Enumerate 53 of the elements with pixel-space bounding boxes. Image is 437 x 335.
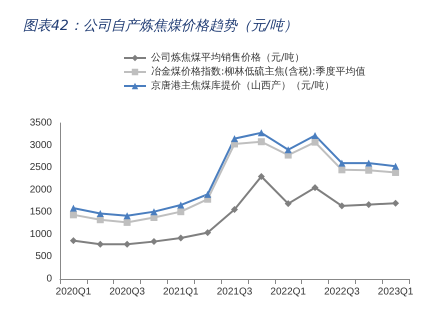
y-tick-label: 1500: [30, 206, 52, 218]
point: [392, 200, 400, 207]
y-tick-label: 2500: [30, 162, 52, 174]
y-tick-label: 500: [35, 251, 52, 262]
point: [124, 212, 131, 220]
legend-label: 冶金煤价格指数:柳林低硫主焦(含税):季度平均值: [151, 66, 366, 78]
legend-label: 公司炼焦煤平均销售价格（元/吨）: [151, 52, 304, 64]
x-tick-label: 2020Q1: [56, 286, 92, 298]
point: [312, 132, 319, 139]
y-tick-label: 3000: [30, 140, 52, 151]
point: [204, 229, 212, 236]
point: [258, 172, 265, 180]
point: [177, 202, 184, 209]
x-tick-label: 2022Q1: [270, 286, 306, 298]
point: [177, 208, 184, 216]
point: [96, 210, 104, 217]
point: [284, 146, 292, 154]
point: [70, 237, 77, 244]
point: [231, 206, 238, 213]
point: [124, 218, 131, 226]
point: [124, 240, 131, 248]
x-tick-label: 2022Q3: [324, 286, 360, 298]
y-tick-label: 1000: [30, 228, 52, 240]
x-tick-label: 2023Q1: [378, 286, 414, 298]
point: [365, 160, 372, 167]
chart-title: 图表42：公司自产炼焦煤价格趋势（元/吨）: [23, 18, 298, 34]
point: [365, 166, 372, 174]
y-tick-label: 2000: [30, 184, 52, 196]
point: [284, 200, 292, 208]
x-tick-label: 2021Q3: [216, 286, 253, 298]
y-tick-label: 3500: [30, 118, 52, 128]
point: [312, 184, 319, 192]
legend-label: 京唐港主焦煤库提价（山西产）（元/吨）: [151, 80, 334, 92]
point: [392, 168, 400, 176]
x-tick-label: 2020Q3: [109, 286, 146, 298]
point: [258, 129, 265, 136]
point: [312, 138, 319, 146]
point: [258, 138, 265, 146]
point: [204, 190, 212, 198]
x-tick-label: 2021Q1: [163, 286, 200, 298]
point: [365, 201, 372, 208]
point: [392, 162, 400, 170]
y-tick-label: 0: [46, 274, 52, 284]
point: [338, 202, 346, 210]
point: [177, 234, 184, 242]
point: [70, 211, 77, 218]
point: [338, 160, 346, 167]
point: [150, 238, 158, 246]
point: [231, 135, 238, 142]
point: [96, 240, 104, 248]
point: [70, 204, 77, 212]
point: [150, 208, 158, 216]
point: [338, 166, 346, 174]
